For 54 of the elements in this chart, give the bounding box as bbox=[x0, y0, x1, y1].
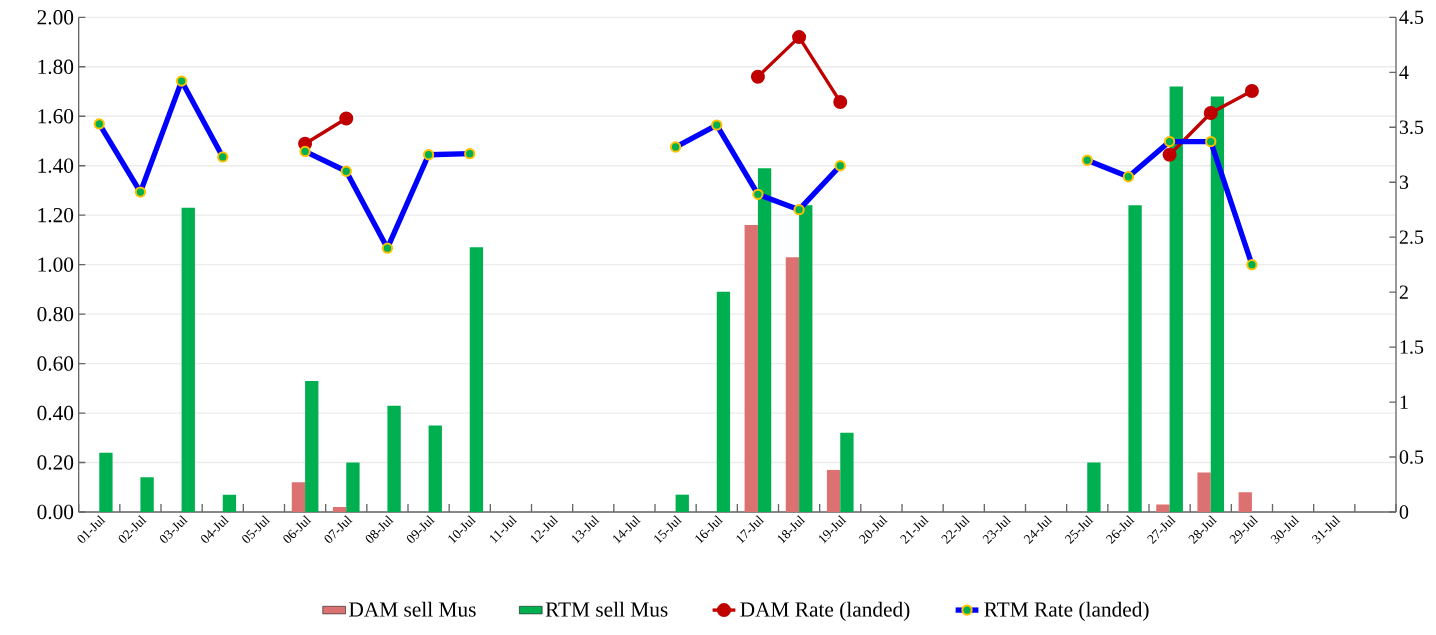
bar bbox=[1087, 462, 1101, 513]
y-tick-label: 1.40 bbox=[38, 158, 74, 174]
y2-tick-label: 4 bbox=[1399, 65, 1409, 80]
y-tick-label: 1.20 bbox=[38, 208, 74, 223]
y-tick-label: 0.20 bbox=[37, 455, 74, 470]
bar bbox=[840, 433, 854, 513]
bar bbox=[1238, 492, 1252, 513]
bar bbox=[181, 207, 195, 513]
y2-tick-label: 0 bbox=[1399, 505, 1409, 519]
y2-tick-label: 4.5 bbox=[1399, 10, 1424, 25]
bar bbox=[332, 507, 347, 513]
y2-tick-label: 1 bbox=[1400, 395, 1408, 409]
y-tick-label: 0.40 bbox=[37, 405, 74, 421]
y2-tick-label: 0.5 bbox=[1399, 450, 1424, 464]
y2-tick-label: 2.5 bbox=[1399, 230, 1424, 245]
bar bbox=[744, 225, 758, 513]
y-tick-label: 2.00 bbox=[37, 10, 74, 25]
point bbox=[1203, 106, 1218, 121]
y-tick-label: 0.00 bbox=[37, 504, 74, 520]
y-tick-label: 0.60 bbox=[37, 356, 74, 371]
bar bbox=[1128, 205, 1142, 513]
y-tick-label: 0.80 bbox=[37, 307, 74, 322]
y2-tick-label: 3 bbox=[1399, 175, 1409, 190]
bar bbox=[785, 257, 800, 513]
bar bbox=[140, 477, 154, 513]
point bbox=[339, 111, 354, 126]
legend-label: RTM Rate (landed) bbox=[984, 601, 1149, 622]
point bbox=[750, 69, 765, 84]
y-tick-label: 1.80 bbox=[38, 59, 74, 75]
legend-label: RTM sell Mus bbox=[545, 601, 668, 617]
point bbox=[1162, 147, 1177, 162]
legend-label: DAM sell Mus bbox=[349, 601, 476, 617]
legend-label: DAM Rate (landed) bbox=[740, 601, 910, 622]
point bbox=[1244, 84, 1259, 99]
point bbox=[792, 30, 807, 45]
y-tick-label: 1.60 bbox=[38, 109, 74, 124]
bar bbox=[1156, 504, 1170, 513]
bar bbox=[346, 462, 360, 513]
y2-tick-label: 1.5 bbox=[1400, 340, 1424, 355]
bar bbox=[826, 470, 841, 513]
bar bbox=[428, 425, 442, 513]
y2-tick-label: 3.5 bbox=[1399, 120, 1424, 135]
bar bbox=[222, 494, 237, 513]
bar bbox=[675, 494, 689, 513]
bar bbox=[99, 452, 113, 513]
point bbox=[833, 95, 848, 110]
y2-tick-label: 2 bbox=[1399, 285, 1408, 299]
bar bbox=[469, 247, 484, 513]
bar bbox=[305, 381, 319, 513]
bar bbox=[291, 482, 306, 513]
bar bbox=[716, 292, 731, 513]
bar bbox=[387, 405, 401, 513]
bar bbox=[1197, 472, 1211, 513]
y-tick-label: 1.00 bbox=[38, 257, 74, 273]
